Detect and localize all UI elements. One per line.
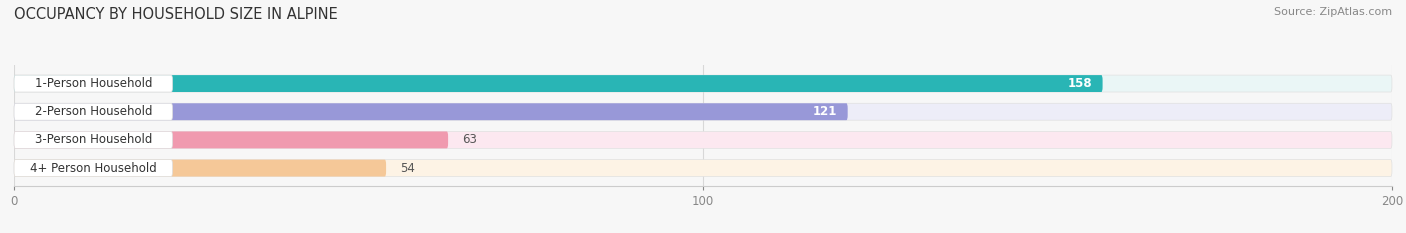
Text: 1-Person Household: 1-Person Household bbox=[35, 77, 152, 90]
FancyBboxPatch shape bbox=[14, 160, 173, 177]
Text: 158: 158 bbox=[1067, 77, 1092, 90]
FancyBboxPatch shape bbox=[14, 160, 1392, 177]
FancyBboxPatch shape bbox=[14, 103, 173, 120]
FancyBboxPatch shape bbox=[14, 131, 1392, 148]
FancyBboxPatch shape bbox=[14, 131, 449, 148]
Text: Source: ZipAtlas.com: Source: ZipAtlas.com bbox=[1274, 7, 1392, 17]
FancyBboxPatch shape bbox=[14, 160, 387, 177]
FancyBboxPatch shape bbox=[14, 131, 173, 148]
Text: 4+ Person Household: 4+ Person Household bbox=[30, 161, 156, 175]
FancyBboxPatch shape bbox=[14, 103, 848, 120]
FancyBboxPatch shape bbox=[14, 75, 1102, 92]
Text: 63: 63 bbox=[463, 134, 477, 146]
FancyBboxPatch shape bbox=[14, 75, 173, 92]
Text: 54: 54 bbox=[399, 161, 415, 175]
Text: OCCUPANCY BY HOUSEHOLD SIZE IN ALPINE: OCCUPANCY BY HOUSEHOLD SIZE IN ALPINE bbox=[14, 7, 337, 22]
FancyBboxPatch shape bbox=[14, 75, 1392, 92]
Text: 121: 121 bbox=[813, 105, 838, 118]
Text: 2-Person Household: 2-Person Household bbox=[35, 105, 152, 118]
FancyBboxPatch shape bbox=[14, 103, 1392, 120]
Text: 3-Person Household: 3-Person Household bbox=[35, 134, 152, 146]
